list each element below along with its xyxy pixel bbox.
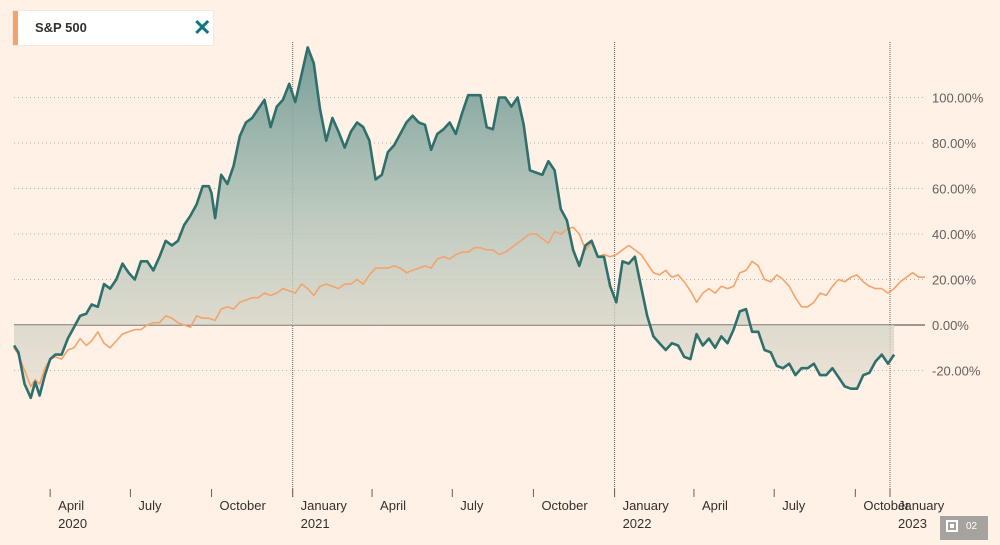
x-tick-label: April (702, 498, 728, 513)
series-line (12, 46, 896, 400)
badge-text: 02 (966, 521, 978, 532)
x-tick-year: 2021 (301, 516, 330, 531)
y-tick-label: 40.00% (932, 227, 977, 242)
legend-series-label: S&P 500 (35, 20, 87, 35)
y-tick-label: 100.00% (932, 91, 984, 106)
y-tick-label: 20.00% (932, 273, 977, 288)
x-tick-label: April (58, 498, 84, 513)
x-tick-label: January (623, 498, 670, 513)
x-tick-year: 2020 (58, 516, 87, 531)
figure-badge: 02 (940, 516, 988, 540)
legend-swatch (13, 11, 18, 45)
x-tick-label: October (220, 498, 267, 513)
series-line (13, 226, 925, 388)
y-tick-label: 0.00% (932, 318, 969, 333)
y-tick-label: -20.00% (932, 364, 981, 379)
y-axis-labels: 100.00% 80.00% 60.00% 40.00% 20.00% 0.00% -20.… (932, 91, 984, 379)
y-tick-label: 60.00% (932, 182, 977, 197)
x-tick-label: July (138, 498, 162, 513)
qr-icon (946, 520, 958, 532)
x-tick-label: January (898, 498, 945, 513)
x-tick-label: January (301, 498, 348, 513)
x-tick-label: April (380, 498, 406, 513)
x-tick-year: 2022 (623, 516, 652, 531)
close-icon[interactable]: ✕ (193, 15, 212, 40)
x-tick-label: July (460, 498, 484, 513)
area-fill-path (14, 47, 895, 398)
y-tick-label: 80.00% (932, 136, 977, 151)
series-lines (12, 46, 925, 400)
x-tick-label: October (541, 498, 588, 513)
x-tick-year: 2023 (898, 516, 927, 531)
legend-box: S&P 500 ✕ (13, 11, 213, 45)
x-tick-label: October (863, 498, 910, 513)
area-fill (14, 47, 895, 398)
x-tick-label: July (782, 498, 806, 513)
